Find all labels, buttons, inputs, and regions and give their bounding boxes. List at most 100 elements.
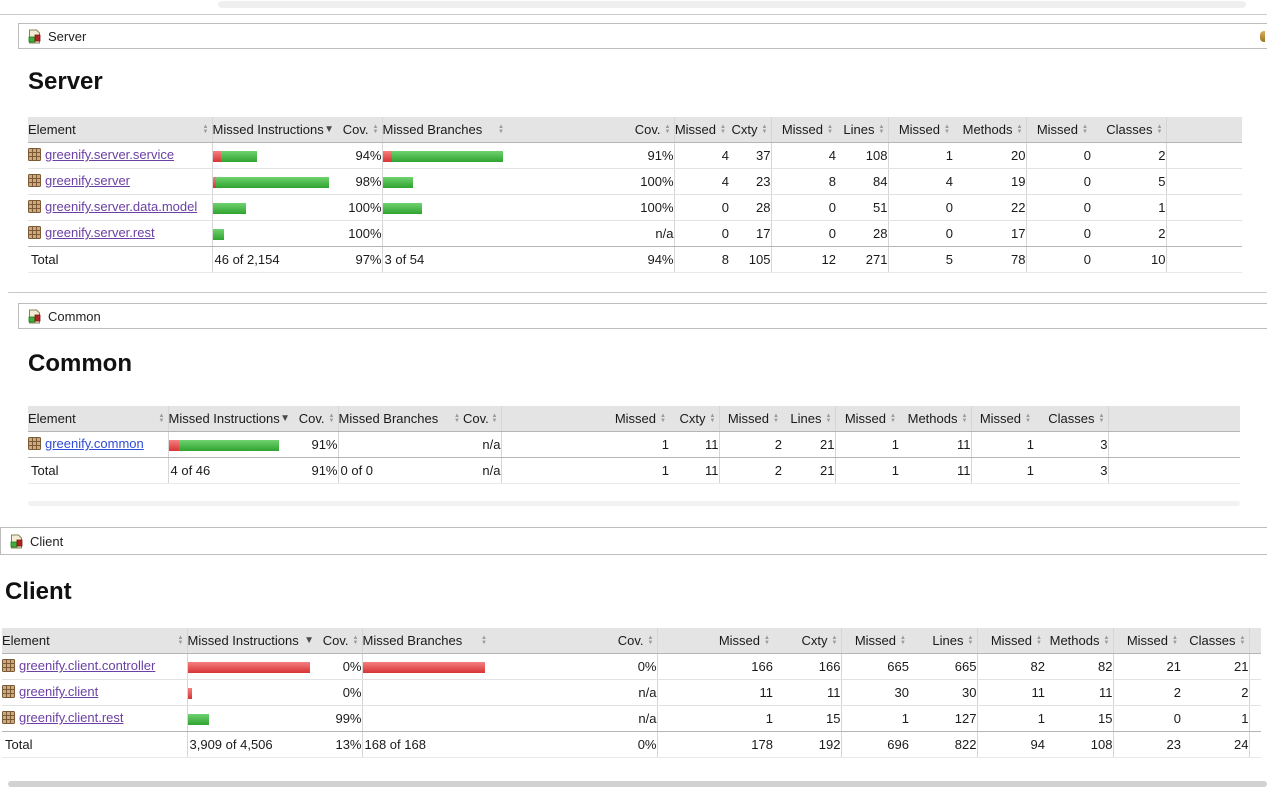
column-header-lines-8[interactable]: Lines ▲ ▼ <box>909 628 977 654</box>
column-header-classes-12[interactable]: Classes ▲ ▼ <box>1034 406 1108 432</box>
sort-icon: ▲ ▼ <box>158 412 165 424</box>
column-label: Cov. <box>298 411 325 426</box>
sort-icon: ▲ ▼ <box>1025 412 1031 424</box>
missed-bar-segment <box>363 662 485 674</box>
column-header-cov[interactable]: Cov. ▲ ▼ <box>463 406 501 432</box>
total-counter-cell: 10 <box>1091 246 1166 273</box>
package-link[interactable]: greenify.client.rest <box>19 710 124 725</box>
column-header-cxty-6[interactable]: Cxty ▲ ▼ <box>773 628 841 654</box>
column-label: Missed <box>674 122 716 137</box>
column-header-missed-9[interactable]: Missed ▲ ▼ <box>887 117 953 143</box>
sort-icon: ▲ ▼ <box>1103 634 1110 646</box>
column-header-cov[interactable]: Cov. ▲ ▼ <box>317 628 362 654</box>
missed-bar-segment <box>169 440 179 452</box>
counter-cell: 665 <box>909 653 977 680</box>
column-header-lines-8[interactable]: Lines ▲ ▼ <box>782 406 835 432</box>
column-header-cxty-6[interactable]: Cxty ▲ ▼ <box>669 406 719 432</box>
counter-cell: 20 <box>953 142 1026 169</box>
column-header-element[interactable]: Element ▲ ▼ <box>28 406 168 432</box>
column-header-element[interactable]: Element ▲ ▼ <box>28 117 212 143</box>
sort-icon: ▲ ▼ <box>827 123 833 135</box>
total-branch-coverage-cell: n/a <box>463 457 501 484</box>
column-header-missed-5[interactable]: Missed ▲ ▼ <box>656 628 773 654</box>
column-header-missed-instructions[interactable]: Missed Instructions ▼ <box>186 628 317 654</box>
element-cell: greenify.client.controller <box>2 653 187 680</box>
coverage-bar-branches <box>361 705 490 732</box>
column-header-classes-12[interactable]: Classes ▲ ▼ <box>1091 117 1166 143</box>
column-header-missed-instructions[interactable]: Missed Instructions ▼ <box>167 406 293 432</box>
column-label: Methods <box>907 411 958 426</box>
package-link[interactable]: greenify.client <box>19 684 99 699</box>
column-header-cov[interactable]: Cov. ▲ ▼ <box>507 117 674 143</box>
total-row: Total 4 of 46 91% 0 of 0 n/a 1 11 2 21 1 11 1 3 <box>28 457 1240 484</box>
package-link[interactable]: greenify.server.service <box>45 147 175 162</box>
counter-cell: 30 <box>909 679 977 706</box>
sort-icon: ▲ ▼ <box>177 634 184 646</box>
column-header-missed-branches[interactable]: Missed Branches ▲ ▼ <box>361 628 490 654</box>
column-label: Cxty <box>731 122 758 137</box>
column-label: Missed Instructions <box>168 411 280 426</box>
column-header-missed-9[interactable]: Missed ▲ ▼ <box>976 628 1045 654</box>
covered-bar-segment <box>383 203 422 215</box>
element-cell: greenify.client.rest <box>2 705 187 732</box>
column-header-element[interactable]: Element ▲ ▼ <box>2 628 187 654</box>
column-header-missed-instructions[interactable]: Missed Instructions ▼ <box>211 117 337 143</box>
sort-icon: ▲ ▼ <box>1172 634 1178 646</box>
package-link[interactable]: greenify.server.data.model <box>45 199 198 214</box>
column-header-missed-11[interactable]: Missed ▲ ▼ <box>970 406 1034 432</box>
counter-cell: 2 <box>1181 679 1249 706</box>
package-link[interactable]: greenify.client.controller <box>19 658 156 673</box>
counter-cell: 15 <box>773 705 841 732</box>
coverage-bar-instructions <box>211 168 337 195</box>
column-header-methods-10[interactable]: Methods ▲ ▼ <box>899 406 971 432</box>
column-header-cxty-6[interactable]: Cxty ▲ ▼ <box>729 117 771 143</box>
package-row: greenify.client.rest 99% n/a 1 15 1 127 1 15 0 1 <box>2 705 1261 732</box>
group-icon <box>9 534 24 549</box>
column-header-missed-7[interactable]: Missed ▲ ▼ <box>718 406 782 432</box>
total-counter-cell: 8 <box>673 246 729 273</box>
counter-cell: 1 <box>840 705 909 732</box>
column-header-cov[interactable]: Cov. ▲ ▼ <box>337 117 382 143</box>
column-header-missed-branches[interactable]: Missed Branches ▲ ▼ <box>381 117 507 143</box>
package-link[interactable]: greenify.server.rest <box>45 225 155 240</box>
coverage-bar-instructions <box>186 705 317 732</box>
coverage-bar-instructions <box>186 653 317 680</box>
package-link[interactable]: greenify.server <box>45 173 131 188</box>
sessions-clock-icon[interactable] <box>1260 31 1265 42</box>
coverage-bar-branches <box>381 142 507 169</box>
column-label: Missed Branches <box>338 411 439 426</box>
column-header-missed-9[interactable]: Missed ▲ ▼ <box>834 406 899 432</box>
column-header-missed-7[interactable]: Missed ▲ ▼ <box>770 117 836 143</box>
total-branch-coverage-cell: 94% <box>507 246 674 273</box>
counter-cell: 51 <box>836 194 888 221</box>
column-header-missed-5[interactable]: Missed ▲ ▼ <box>673 117 729 143</box>
column-header-lines-8[interactable]: Lines ▲ ▼ <box>836 117 888 143</box>
package-row: greenify.common 91% n/a 1 11 2 21 1 11 1 3 <box>28 431 1240 458</box>
total-instructions-cell: 4 of 46 <box>167 457 293 484</box>
instruction-coverage-cell: 98% <box>337 168 382 195</box>
package-link[interactable]: greenify.common <box>45 436 144 451</box>
counter-cell: 108 <box>836 142 888 169</box>
column-label: Cov. <box>617 633 644 648</box>
column-header-missed-11[interactable]: Missed ▲ ▼ <box>1112 628 1181 654</box>
sort-desc-icon: ▼ <box>324 123 334 135</box>
counter-cell: 4 <box>673 142 729 169</box>
column-header-methods-10[interactable]: Methods ▲ ▼ <box>953 117 1026 143</box>
column-header-missed-11[interactable]: Missed ▲ ▼ <box>1025 117 1091 143</box>
column-header-classes-12[interactable]: Classes ▲ ▼ <box>1181 628 1249 654</box>
column-label: Element <box>28 122 76 137</box>
covered-bar-segment <box>178 440 279 452</box>
total-counter-cell: 105 <box>729 246 771 273</box>
column-header-missed-7[interactable]: Missed ▲ ▼ <box>840 628 909 654</box>
column-header-cov[interactable]: Cov. ▲ ▼ <box>490 628 657 654</box>
column-header-missed-branches[interactable]: Missed Branches ▲ ▼ <box>337 406 463 432</box>
counter-cell: 0 <box>1025 194 1091 221</box>
counter-cell: 2 <box>718 431 782 458</box>
counter-cell: 1 <box>500 431 669 458</box>
column-header-cov[interactable]: Cov. ▲ ▼ <box>293 406 338 432</box>
column-header-missed-5[interactable]: Missed ▲ ▼ <box>500 406 669 432</box>
column-header-methods-10[interactable]: Methods ▲ ▼ <box>1045 628 1113 654</box>
horizontal-scrollbar[interactable] <box>8 781 1267 787</box>
counter-cell: 2 <box>1091 220 1166 247</box>
total-branches-cell: 3 of 54 <box>381 246 507 273</box>
